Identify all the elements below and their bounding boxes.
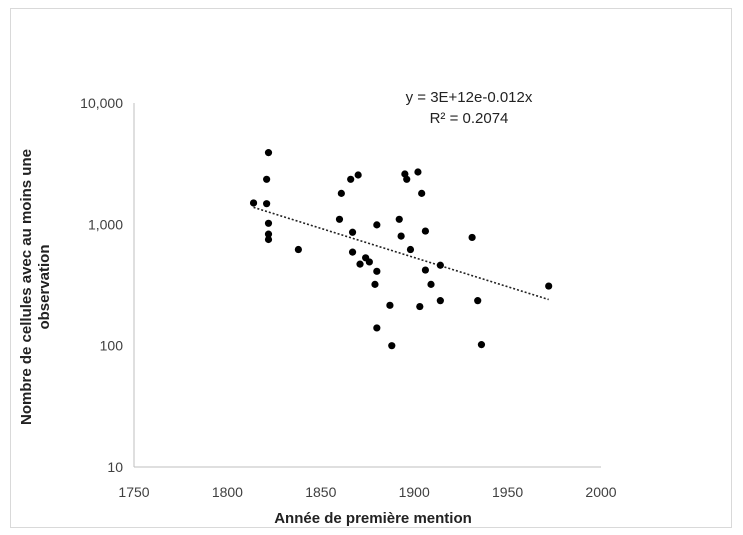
data-point <box>403 175 411 183</box>
trendline-group <box>253 206 549 301</box>
data-point <box>294 245 302 254</box>
x-tick-label: 1800 <box>212 484 243 500</box>
data-point <box>468 233 476 242</box>
trendline-r-squared: R² = 0.2074 <box>430 110 509 127</box>
data-point <box>406 245 415 254</box>
data-point <box>348 248 357 256</box>
data-point <box>263 175 271 183</box>
data-point <box>414 168 422 176</box>
y-tick-label: 100 <box>100 338 124 354</box>
data-point <box>373 324 381 332</box>
chart-frame: 1750 1800 1850 1900 1950 2000 10 100 1,000 10,000… <box>10 8 732 528</box>
axes <box>133 103 601 468</box>
data-point <box>337 189 345 197</box>
data-point <box>427 280 435 288</box>
data-point <box>264 219 273 227</box>
data-point <box>347 175 355 183</box>
data-point <box>421 227 430 235</box>
x-tick-label: 1850 <box>305 484 336 500</box>
data-point <box>395 215 403 223</box>
scatter-chart: 1750 1800 1850 1900 1950 2000 10 100 1,000 10,000… <box>18 89 617 527</box>
data-point <box>264 149 273 157</box>
data-point <box>371 280 379 288</box>
x-axis-title: Année de première mention <box>274 510 472 527</box>
data-point <box>477 341 486 349</box>
x-tick-label: 1950 <box>492 484 523 500</box>
trendline-equation: y = 3E+12e-0.012x <box>406 89 533 106</box>
y-axis-title-line-2: observation <box>36 244 53 329</box>
data-point <box>335 215 344 223</box>
data-point <box>418 189 426 197</box>
data-points <box>249 149 553 350</box>
data-point <box>264 230 273 238</box>
data-point <box>365 258 373 266</box>
data-point <box>397 232 405 240</box>
y-axis-title-line-1: Nombre de cellules avec au moins une <box>18 149 35 425</box>
data-point <box>386 301 394 309</box>
data-point <box>545 282 553 290</box>
x-tick-label: 2000 <box>585 484 616 500</box>
trendline <box>253 206 549 301</box>
data-point <box>421 266 430 274</box>
data-point <box>264 235 273 244</box>
y-axis-title: Nombre de cellules avec au moins une obs… <box>18 149 53 425</box>
y-tick-label: 10 <box>107 459 123 475</box>
data-point <box>356 260 364 268</box>
tick-labels: 1750 1800 1850 1900 1950 2000 10 100 1,000 10,000 <box>80 95 617 500</box>
y-tick-label: 10,000 <box>80 95 123 111</box>
data-point <box>249 199 258 207</box>
data-point <box>416 302 424 311</box>
data-point <box>474 297 482 305</box>
data-point <box>263 200 271 208</box>
data-point <box>436 261 444 269</box>
data-point <box>354 171 362 179</box>
x-tick-label: 1900 <box>399 484 430 500</box>
data-point <box>388 342 396 350</box>
x-tick-label: 1750 <box>118 484 149 500</box>
data-point <box>436 297 444 305</box>
data-point <box>348 228 357 236</box>
data-point <box>373 267 381 275</box>
y-tick-label: 1,000 <box>88 216 123 232</box>
data-point <box>373 221 381 229</box>
